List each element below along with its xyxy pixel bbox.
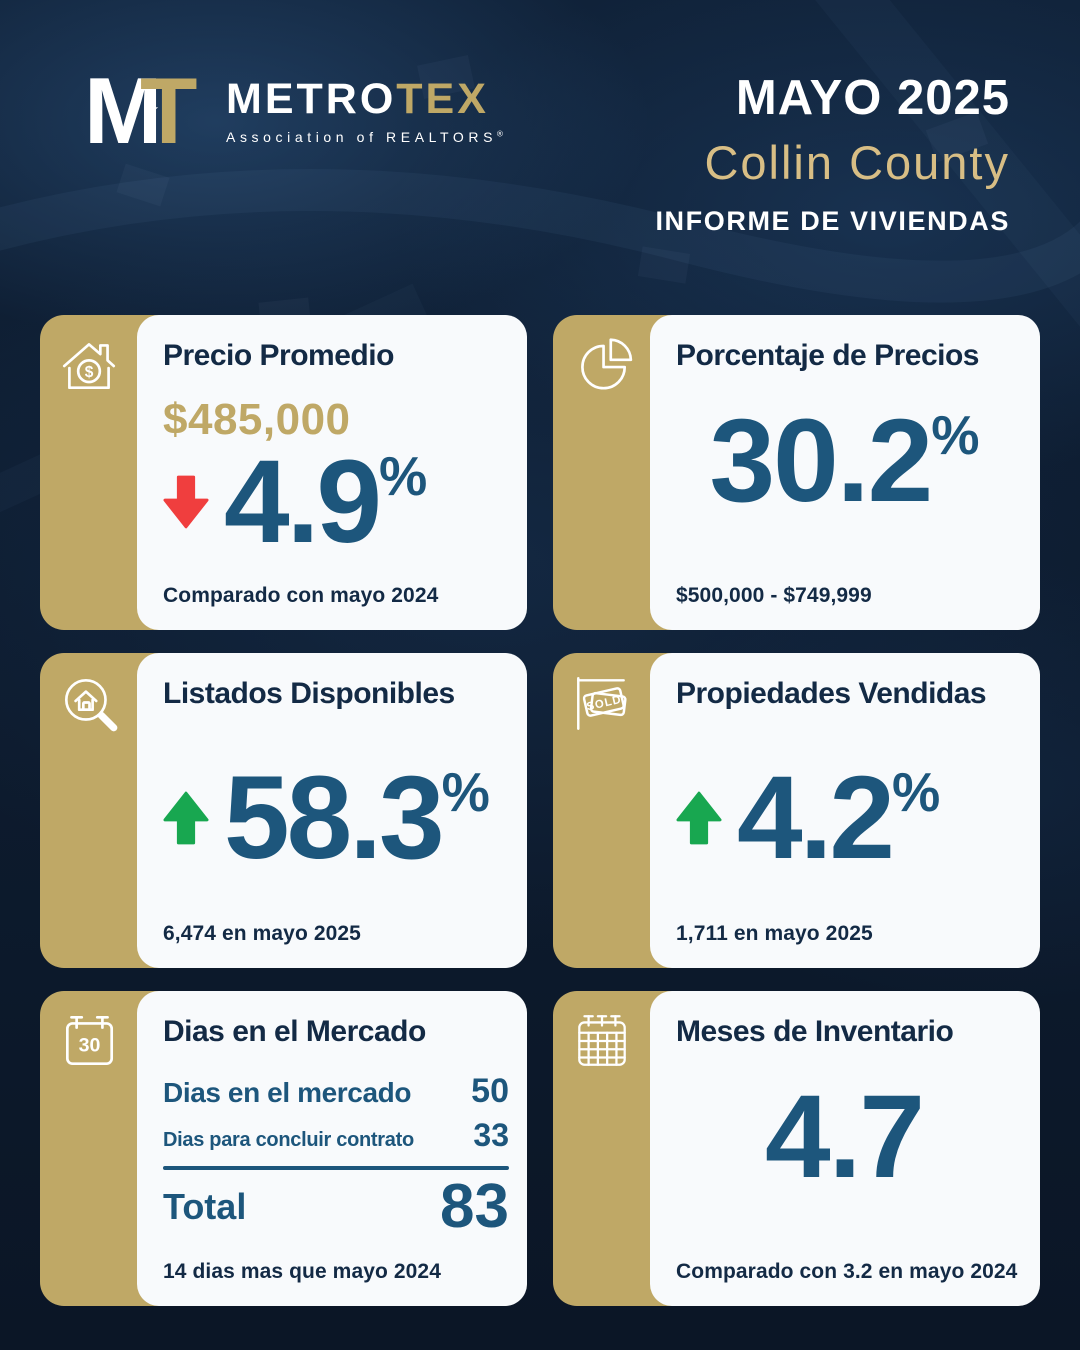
stat-value: 30.2%	[709, 395, 980, 528]
card-propiedades-vendidas: SOLD Propiedades Vendidas 4.2% 1,711 en …	[553, 653, 1040, 968]
days-value: 50	[471, 1071, 509, 1110]
total-row: Total 83	[163, 1171, 509, 1241]
calendar-30-icon: 30	[56, 1008, 122, 1074]
card-panel: Dias en el Mercado Dias en el mercado 50…	[137, 991, 527, 1306]
card-title: Listados Disponibles	[163, 677, 455, 710]
metrotex-logo: M T ★ METROTEX Association of REALTORS®	[84, 64, 503, 158]
card-meses-inventario: Meses de Inventario 4.7 Comparado con 3.…	[553, 991, 1040, 1306]
card-listados-disponibles: Listados Disponibles 58.3% 6,474 en mayo…	[40, 653, 527, 968]
sold-sign-icon: SOLD	[569, 670, 635, 736]
card-panel: Listados Disponibles 58.3% 6,474 en mayo…	[137, 653, 527, 968]
calendar-grid-icon	[569, 1008, 635, 1074]
card-footnote: 1,711 en mayo 2025	[676, 921, 873, 945]
arrow-down-icon	[163, 475, 209, 529]
days-row: Dias en el mercado 50	[163, 1072, 509, 1111]
card-dias-mercado: 30 Dias en el Mercado Dias en el mercado…	[40, 991, 527, 1306]
registered-mark: ®	[497, 129, 503, 139]
days-row: Dias para concluir contrato 33	[163, 1117, 509, 1154]
tagline-text: Association of REALTORS	[226, 129, 498, 145]
report-county: Collin County	[704, 136, 1010, 189]
stat-number: 4.9	[224, 435, 382, 568]
stat-row: 4.2%	[676, 751, 1022, 884]
metrotex-logo-mark: M T ★	[84, 64, 212, 158]
days-label: Dias en el mercado	[163, 1076, 412, 1108]
stat-row: 4.9%	[163, 435, 509, 568]
card-title: Propiedades Vendidas	[676, 677, 987, 710]
card-title: Porcentaje de Precios	[676, 339, 979, 372]
stat-number: 4.2	[737, 751, 895, 884]
metrotex-wordmark: METROTEX Association of REALTORS®	[226, 72, 503, 146]
brand-name: METROTEX	[226, 78, 503, 121]
card-title: Meses de Inventario	[676, 1015, 954, 1048]
stat-value: 4.2%	[737, 751, 940, 884]
report-month: MAYO 2025	[735, 71, 1010, 125]
card-precio-promedio: $ Precio Promedio $485,000 4.9% Comparad…	[40, 315, 527, 630]
stat-number: 30.2	[709, 395, 934, 528]
logo-letter-t: T	[140, 58, 198, 163]
card-footnote: 14 dias mas que mayo 2024	[163, 1259, 441, 1283]
card-footnote: Comparado con mayo 2024	[163, 583, 439, 607]
card-footnote: $500,000 - $749,999	[676, 583, 872, 607]
house-dollar-icon: $	[56, 332, 122, 398]
days-breakdown: Dias en el mercado 50 Dias para concluir…	[163, 1072, 509, 1238]
total-value: 83	[440, 1171, 509, 1241]
stat-number: 4.7	[764, 1071, 925, 1204]
days-label: Dias para concluir contrato	[163, 1128, 414, 1151]
percent-sign: %	[892, 761, 940, 823]
report-title: INFORME DE VIVIENDAS	[655, 206, 1010, 236]
card-panel: Propiedades Vendidas 4.2% 1,711 en mayo …	[650, 653, 1040, 968]
percent-sign: %	[379, 445, 427, 507]
arrow-up-icon	[163, 791, 209, 845]
stat-row: 30.2%	[676, 395, 1022, 528]
stat-value: 4.7	[764, 1071, 925, 1204]
card-panel: Porcentaje de Precios 30.2% $500,000 - $…	[650, 315, 1040, 630]
stat-number: 58.3	[224, 751, 445, 884]
percent-sign: %	[931, 405, 979, 467]
card-footnote: 6,474 en mayo 2025	[163, 921, 361, 945]
brand-metro: METRO	[226, 75, 397, 123]
svg-text:$: $	[85, 364, 94, 381]
card-porcentaje-precios: Porcentaje de Precios 30.2% $500,000 - $…	[553, 315, 1040, 630]
days-value: 33	[473, 1116, 509, 1153]
total-divider	[163, 1165, 509, 1170]
stat-value: 4.9%	[224, 435, 427, 568]
card-panel: Precio Promedio $485,000 4.9% Comparado …	[137, 315, 527, 630]
stat-value: 58.3%	[224, 751, 490, 884]
card-title: Precio Promedio	[163, 339, 394, 372]
svg-text:30: 30	[79, 1034, 101, 1056]
total-label: Total	[163, 1185, 247, 1227]
header: M T ★ METROTEX Association of REALTORS® …	[0, 0, 1080, 235]
brand-tex: TEX	[396, 75, 489, 123]
logo-letter-m: M	[84, 58, 162, 163]
report-heading: MAYO 2025 Collin County INFORME DE VIVIE…	[655, 72, 1010, 235]
arrow-up-icon	[676, 791, 722, 845]
stat-row: 4.7	[676, 1071, 1022, 1204]
pie-chart-icon	[569, 332, 635, 398]
percent-sign: %	[441, 761, 490, 823]
card-title: Dias en el Mercado	[163, 1015, 426, 1048]
brand-tagline: Association of REALTORS®	[226, 129, 503, 145]
stats-grid: $ Precio Promedio $485,000 4.9% Comparad…	[0, 315, 1080, 1306]
stat-row: 58.3%	[163, 751, 509, 884]
texas-star-icon: ★	[144, 100, 160, 119]
card-panel: Meses de Inventario 4.7 Comparado con 3.…	[650, 991, 1040, 1306]
house-search-icon	[56, 670, 122, 736]
average-price-value: $485,000	[163, 394, 351, 444]
card-footnote: Comparado con 3.2 en mayo 2024	[676, 1259, 1018, 1283]
